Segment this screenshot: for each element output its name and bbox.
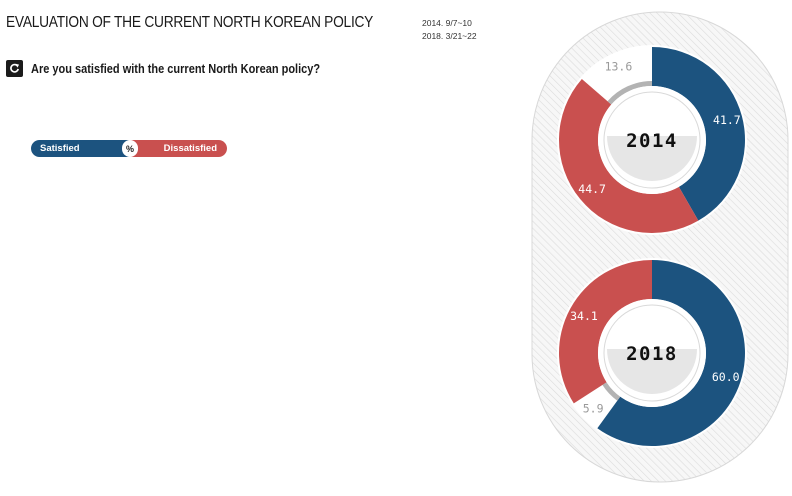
chart-title: EVALUATION OF THE CURRENT NORTH KOREAN P…: [6, 14, 374, 31]
legend-unit: %: [122, 140, 138, 157]
slice-label-other: 13.6: [605, 59, 633, 73]
refresh-icon: [6, 60, 23, 77]
center-fill: [607, 136, 697, 181]
slice-dissatisfied: [559, 260, 652, 404]
slice-other: [607, 81, 652, 105]
slice-label-satisfied: 60.0: [712, 370, 740, 384]
donut-2018: 60.0 5.9 34.1 2018: [557, 258, 747, 448]
question-text: Are you satisfied with the current North…: [31, 61, 321, 76]
slice-dissatisfied: [559, 78, 699, 233]
slice-label-dissatisfied: 34.1: [570, 309, 598, 323]
survey-date-2014: 2014. 9/7~10: [422, 18, 472, 28]
donut-2014: 41.7 44.7 13.6 2014: [557, 45, 747, 235]
survey-date-2018: 2018. 3/21~22: [422, 31, 477, 41]
donut-year-label: 2014: [626, 130, 678, 152]
slice-other: [602, 382, 621, 401]
slice-label-dissatisfied: 44.7: [578, 182, 606, 196]
question-row: Are you satisfied with the current North…: [6, 60, 360, 77]
slice-label-satisfied: 41.7: [713, 113, 741, 127]
donut-year-label: 2018: [626, 343, 678, 365]
legend-dissatisfied: Dissatisfied: [128, 140, 227, 157]
slice-label-other: 5.9: [583, 402, 604, 416]
legend: Satisfied Dissatisfied %: [31, 140, 227, 157]
legend-satisfied: Satisfied: [31, 140, 129, 157]
slice-satisfied: [652, 47, 746, 221]
center-fill: [607, 349, 697, 394]
slice-satisfied: [597, 260, 746, 447]
survey-dates: 2014. 9/7~10 2018. 3/21~22: [422, 17, 477, 43]
